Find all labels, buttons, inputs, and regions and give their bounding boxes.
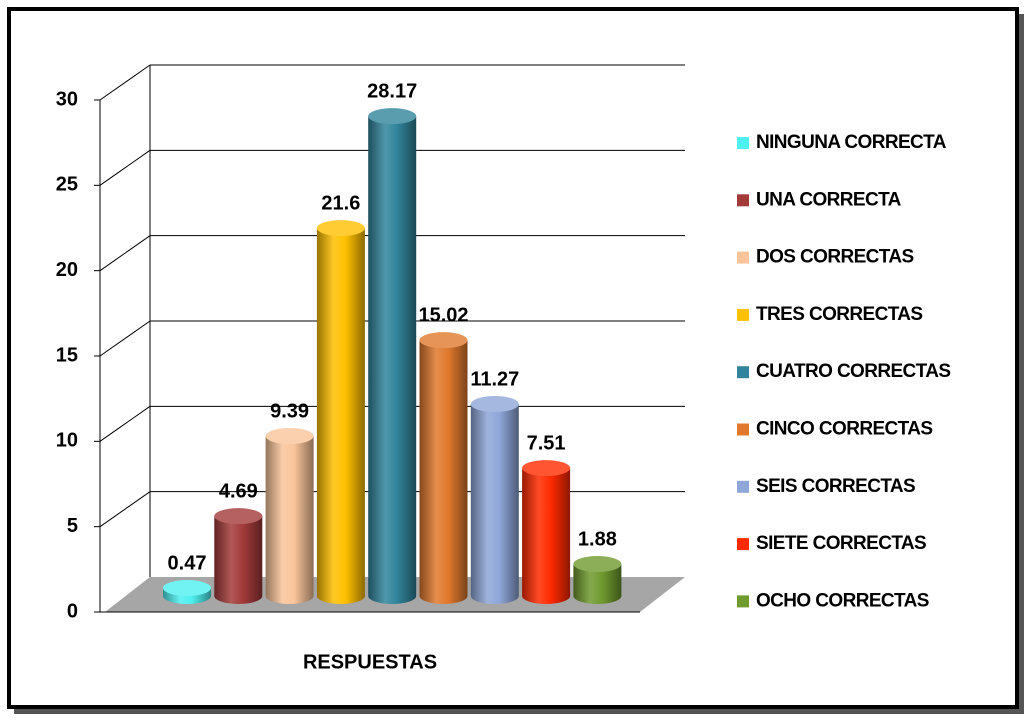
value-label: 9.39 [270, 400, 309, 422]
value-label: 0.47 [168, 552, 207, 574]
value-label: 28.17 [367, 80, 417, 102]
y-tick-label: 20 [56, 259, 78, 281]
value-label: 21.6 [321, 192, 360, 214]
legend-label: CUATRO CORRECTAS [756, 361, 950, 382]
legend-swatch [737, 538, 749, 551]
legend-label: CINCO CORRECTAS [756, 419, 932, 440]
bar-top [316, 220, 365, 237]
legend-label: SEIS CORRECTAS [756, 476, 915, 497]
bar-top [470, 396, 519, 413]
legend-swatch [737, 423, 749, 436]
grid-line [99, 405, 151, 442]
legend-swatch [737, 595, 749, 608]
legend-swatch [737, 480, 749, 493]
bar [316, 228, 365, 604]
bar-top [573, 555, 622, 572]
bar-top [265, 428, 314, 445]
grid-line [99, 320, 151, 357]
bar [265, 436, 314, 604]
legend-label: OCHO CORRECTAS [756, 590, 929, 611]
bar-top [419, 332, 468, 349]
y-tick-label: 0 [67, 600, 78, 622]
bar-top [368, 108, 417, 125]
value-label: 15.02 [418, 304, 468, 326]
x-tick-label: RESPUESTAS [303, 651, 437, 673]
value-label: 7.51 [527, 432, 566, 454]
value-label: 4.69 [219, 480, 258, 502]
grid-line [99, 491, 151, 528]
bar [368, 116, 417, 605]
y-tick-label: 30 [56, 88, 78, 110]
y-tick-label: 15 [56, 344, 78, 366]
legend-swatch [737, 308, 749, 321]
legend-swatch [737, 137, 749, 149]
y-tick-label: 5 [67, 515, 78, 537]
grid-line [99, 149, 151, 186]
legend-swatch [737, 194, 749, 207]
grid-line [99, 64, 151, 101]
y-tick-label: 25 [56, 174, 78, 196]
bar [419, 340, 468, 604]
bar-top [214, 508, 263, 525]
value-label: 11.27 [470, 368, 519, 390]
value-label: 1.88 [578, 528, 617, 550]
legend-label: SIETE CORRECTAS [756, 533, 926, 554]
bar [470, 404, 519, 604]
legend-swatch [737, 251, 749, 264]
legend-label: TRES CORRECTAS [756, 304, 922, 325]
legend-label: UNA CORRECTA [756, 189, 902, 210]
legend-label: NINGUNA CORRECTA [756, 132, 947, 153]
bar [214, 516, 263, 604]
bar [573, 563, 622, 604]
bar-top [522, 460, 571, 477]
bar [522, 468, 571, 604]
bar-top [163, 579, 211, 596]
grid-line [99, 235, 151, 272]
y-tick-label: 10 [56, 430, 78, 452]
legend-swatch [737, 366, 749, 379]
legend-label: DOS CORRECTAS [756, 247, 914, 268]
